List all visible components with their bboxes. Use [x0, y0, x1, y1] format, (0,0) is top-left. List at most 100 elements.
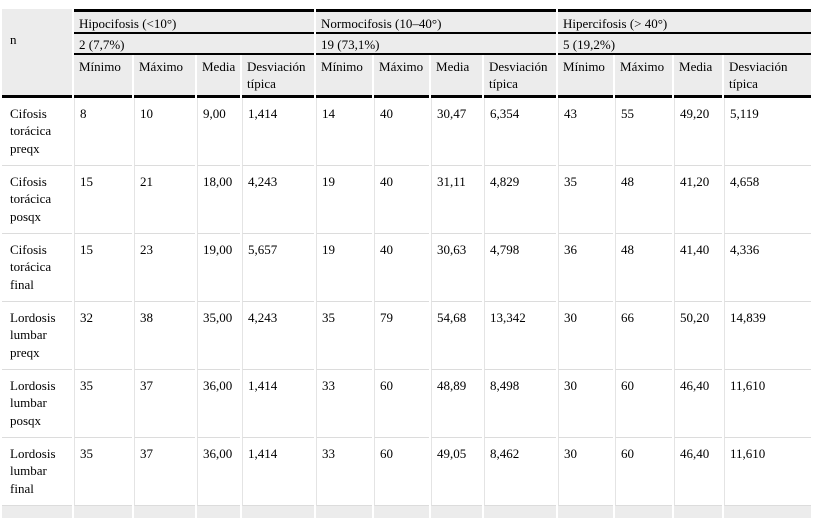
stat-value-cell: 1,414 [242, 370, 315, 439]
table-row: Lordosis lumbar preqx 32 38 35,00 4,243 35 79 5… [2, 302, 812, 371]
stat-value-cell: 4,658 [724, 166, 812, 235]
row-label: Lordosis lumbar preqx [2, 302, 72, 371]
table-row: Cifosis torácica preqx 8 10 9,00 1,414 14 40 30… [2, 98, 812, 167]
stat-value-cell: 32 [74, 302, 132, 371]
bottom-gray-strip [2, 506, 812, 519]
row-label: Cifosis torácica posqx [2, 166, 72, 235]
stat-value-cell: 6,354 [484, 98, 557, 167]
stat-header-group1-desviacion: Desviación típica [242, 55, 315, 99]
stat-value-cell: 9,00 [197, 98, 240, 167]
stat-value-cell: 60 [615, 438, 673, 507]
row-label: Cifosis torácica final [2, 234, 72, 303]
stat-value-cell: 11,610 [724, 438, 812, 507]
stat-value-cell: 30,47 [431, 98, 483, 167]
gray-strip-cell [431, 506, 483, 519]
group-count-hipercifosis: 5 (19,2%) [558, 34, 812, 56]
group-count-row: 2 (7,7%) 19 (73,1%) 5 (19,2%) [2, 34, 812, 56]
stat-value-cell: 54,68 [431, 302, 483, 371]
stat-value-cell: 38 [134, 302, 195, 371]
stat-value-cell: 79 [374, 302, 430, 371]
stat-value-cell: 10 [134, 98, 195, 167]
stat-header-group2-minimo: Mínimo [316, 55, 373, 99]
stat-value-cell: 35 [74, 370, 132, 439]
stat-value-cell: 30,63 [431, 234, 483, 303]
gray-strip-cell [134, 506, 195, 519]
group-header-row: n Hipocifosis (<10°) Normocifosis (10–40… [2, 9, 812, 99]
gray-strip-cell [374, 506, 430, 519]
stat-value-cell: 5,119 [724, 98, 812, 167]
stat-value-cell: 30 [558, 370, 614, 439]
stat-value-cell: 33 [316, 438, 373, 507]
stat-value-cell: 36,00 [197, 438, 240, 507]
stat-header-group3-media: Media [674, 55, 723, 99]
gray-strip-cell [484, 506, 557, 519]
group-count-normocifosis: 19 (73,1%) [316, 34, 557, 56]
stat-header-group3-minimo: Mínimo [558, 55, 614, 99]
stat-value-cell: 11,610 [724, 370, 812, 439]
stat-header-group1-media: Media [197, 55, 240, 99]
stat-value-cell: 46,40 [674, 438, 723, 507]
stat-value-cell: 4,798 [484, 234, 557, 303]
stat-value-cell: 41,40 [674, 234, 723, 303]
stat-value-cell: 35,00 [197, 302, 240, 371]
gray-strip-cell [74, 506, 132, 519]
group-header-hipocifosis: Hipocifosis (<10°) [74, 9, 315, 35]
stat-value-cell: 33 [316, 370, 373, 439]
gray-strip-cell [615, 506, 673, 519]
gray-strip-cell [2, 506, 72, 519]
gray-strip-cell [316, 506, 373, 519]
stat-value-cell: 48,89 [431, 370, 483, 439]
stat-value-cell: 19 [316, 234, 373, 303]
table-row: Cifosis torácica final 15 23 19,00 5,657 19 40… [2, 234, 812, 303]
stat-value-cell: 15 [74, 166, 132, 235]
group-header-hipercifosis: Hipercifosis (> 40°) [558, 9, 812, 35]
stat-value-cell: 4,243 [242, 166, 315, 235]
stat-value-cell: 49,20 [674, 98, 723, 167]
stat-value-cell: 14 [316, 98, 373, 167]
stat-value-cell: 41,20 [674, 166, 723, 235]
stat-value-cell: 35 [316, 302, 373, 371]
stat-value-cell: 60 [615, 370, 673, 439]
stat-value-cell: 60 [374, 370, 430, 439]
stat-value-cell: 55 [615, 98, 673, 167]
table-row: Lordosis lumbar posqx 35 37 36,00 1,414 33 60 4… [2, 370, 812, 439]
stat-value-cell: 50,20 [674, 302, 723, 371]
stat-value-cell: 30 [558, 438, 614, 507]
stat-value-cell: 66 [615, 302, 673, 371]
stat-value-cell: 21 [134, 166, 195, 235]
stat-value-cell: 19 [316, 166, 373, 235]
descriptive-statistics-table: n Hipocifosis (<10°) Normocifosis (10–40… [0, 9, 813, 519]
stat-value-cell: 36,00 [197, 370, 240, 439]
gray-strip-cell [197, 506, 240, 519]
stat-header-group3-maximo: Máximo [615, 55, 673, 99]
stat-header-group3-desviacion: Desviación típica [724, 55, 812, 99]
stat-value-cell: 19,00 [197, 234, 240, 303]
stat-header-group2-desviacion: Desviación típica [484, 55, 557, 99]
stat-value-cell: 1,414 [242, 98, 315, 167]
stat-header-group2-media: Media [431, 55, 483, 99]
n-corner-label: n [2, 9, 72, 99]
stat-value-cell: 18,00 [197, 166, 240, 235]
stat-value-cell: 14,839 [724, 302, 812, 371]
stat-value-cell: 37 [134, 370, 195, 439]
stat-value-cell: 31,11 [431, 166, 483, 235]
stat-value-cell: 13,342 [484, 302, 557, 371]
gray-strip-cell [724, 506, 812, 519]
stat-value-cell: 37 [134, 438, 195, 507]
stat-header-row: Mínimo Máximo Media Desviación típica Mínimo… [2, 55, 812, 99]
stat-value-cell: 1,414 [242, 438, 315, 507]
stat-value-cell: 4,336 [724, 234, 812, 303]
stat-value-cell: 36 [558, 234, 614, 303]
table-row: Cifosis torácica posqx 15 21 18,00 4,243 19 40… [2, 166, 812, 235]
stat-value-cell: 60 [374, 438, 430, 507]
row-label: Lordosis lumbar final [2, 438, 72, 507]
stat-value-cell: 40 [374, 166, 430, 235]
gray-strip-cell [558, 506, 614, 519]
stat-value-cell: 8 [74, 98, 132, 167]
stat-value-cell: 8,498 [484, 370, 557, 439]
gray-strip-cell [674, 506, 723, 519]
table-row: Lordosis lumbar final 35 37 36,00 1,414 33 60 4… [2, 438, 812, 507]
stat-value-cell: 49,05 [431, 438, 483, 507]
stat-value-cell: 35 [558, 166, 614, 235]
stat-value-cell: 30 [558, 302, 614, 371]
